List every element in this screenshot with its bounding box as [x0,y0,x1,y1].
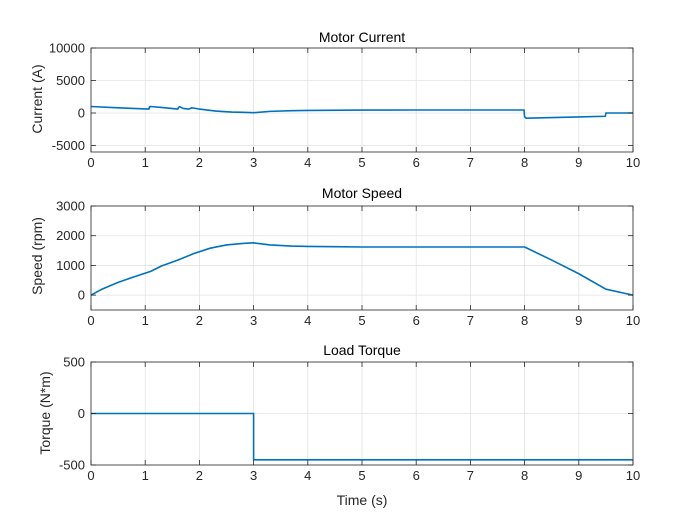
subplot-title: Motor Current [319,29,405,45]
x-tick-label: 6 [413,155,420,170]
x-tick-label: 3 [250,468,257,483]
x-tick-label: 2 [196,468,203,483]
y-axis-label: Current (A) [29,64,45,133]
subplot-motor-current: Motor Current Current (A) 0 1 2 3 4 5 6 7 8 9 10 -5… [29,29,640,170]
y-tick-label: 0 [78,406,85,421]
x-tick-label: 4 [304,313,311,328]
y-tick-label: 0 [78,106,85,121]
y-tick-label: -5000 [52,138,85,153]
subplot-title: Motor Speed [322,185,402,201]
x-tick-label: 1 [142,155,149,170]
x-tick-label: 5 [358,155,365,170]
x-tick-label: 5 [358,313,365,328]
y-axis-label: Torque (N*m) [37,371,53,454]
x-tick-label: 10 [626,313,640,328]
y-tick-label: 500 [63,355,85,370]
x-tick-label: 8 [521,155,528,170]
subplot-motor-speed: Motor Speed Speed (rpm) 0 1 2 3 4 5 6 7 8 9 10 0 100… [29,185,640,328]
y-tick-label: 2000 [56,228,85,243]
x-tick-label: 4 [304,468,311,483]
x-tick-label: 7 [467,155,474,170]
y-tick-label: -500 [59,458,85,473]
x-tick-label: 2 [196,155,203,170]
x-tick-label: 10 [626,155,640,170]
x-tick-label: 4 [304,155,311,170]
x-tick-label: 1 [142,468,149,483]
x-tick-label: 1 [142,313,149,328]
x-tick-label: 0 [87,313,94,328]
y-tick-label: 1000 [56,258,85,273]
x-axis-label: Time (s) [337,492,388,508]
y-tick-label: 10000 [49,41,85,56]
x-tick-label: 6 [413,468,420,483]
x-tick-label: 0 [87,155,94,170]
x-tick-label: 10 [626,468,640,483]
x-tick-label: 9 [575,468,582,483]
x-tick-label: 2 [196,313,203,328]
x-tick-label: 6 [413,313,420,328]
y-tick-label: 0 [78,288,85,303]
y-tick-label: 3000 [56,199,85,214]
x-tick-label: 9 [575,155,582,170]
x-tick-label: 7 [467,313,474,328]
x-tick-label: 3 [250,155,257,170]
y-axis-label: Speed (rpm) [29,217,45,295]
x-tick-label: 7 [467,468,474,483]
x-tick-label: 3 [250,313,257,328]
subplot-title: Load Torque [323,342,401,358]
x-tick-label: 5 [358,468,365,483]
y-tick-label: 5000 [56,73,85,88]
x-tick-label: 8 [521,468,528,483]
plot-area: 0 1 2 3 4 5 6 7 8 9 10 0 1000 2000 3000 [56,199,640,329]
x-tick-label: 9 [575,313,582,328]
x-tick-label: 8 [521,313,528,328]
x-tick-label: 0 [87,468,94,483]
